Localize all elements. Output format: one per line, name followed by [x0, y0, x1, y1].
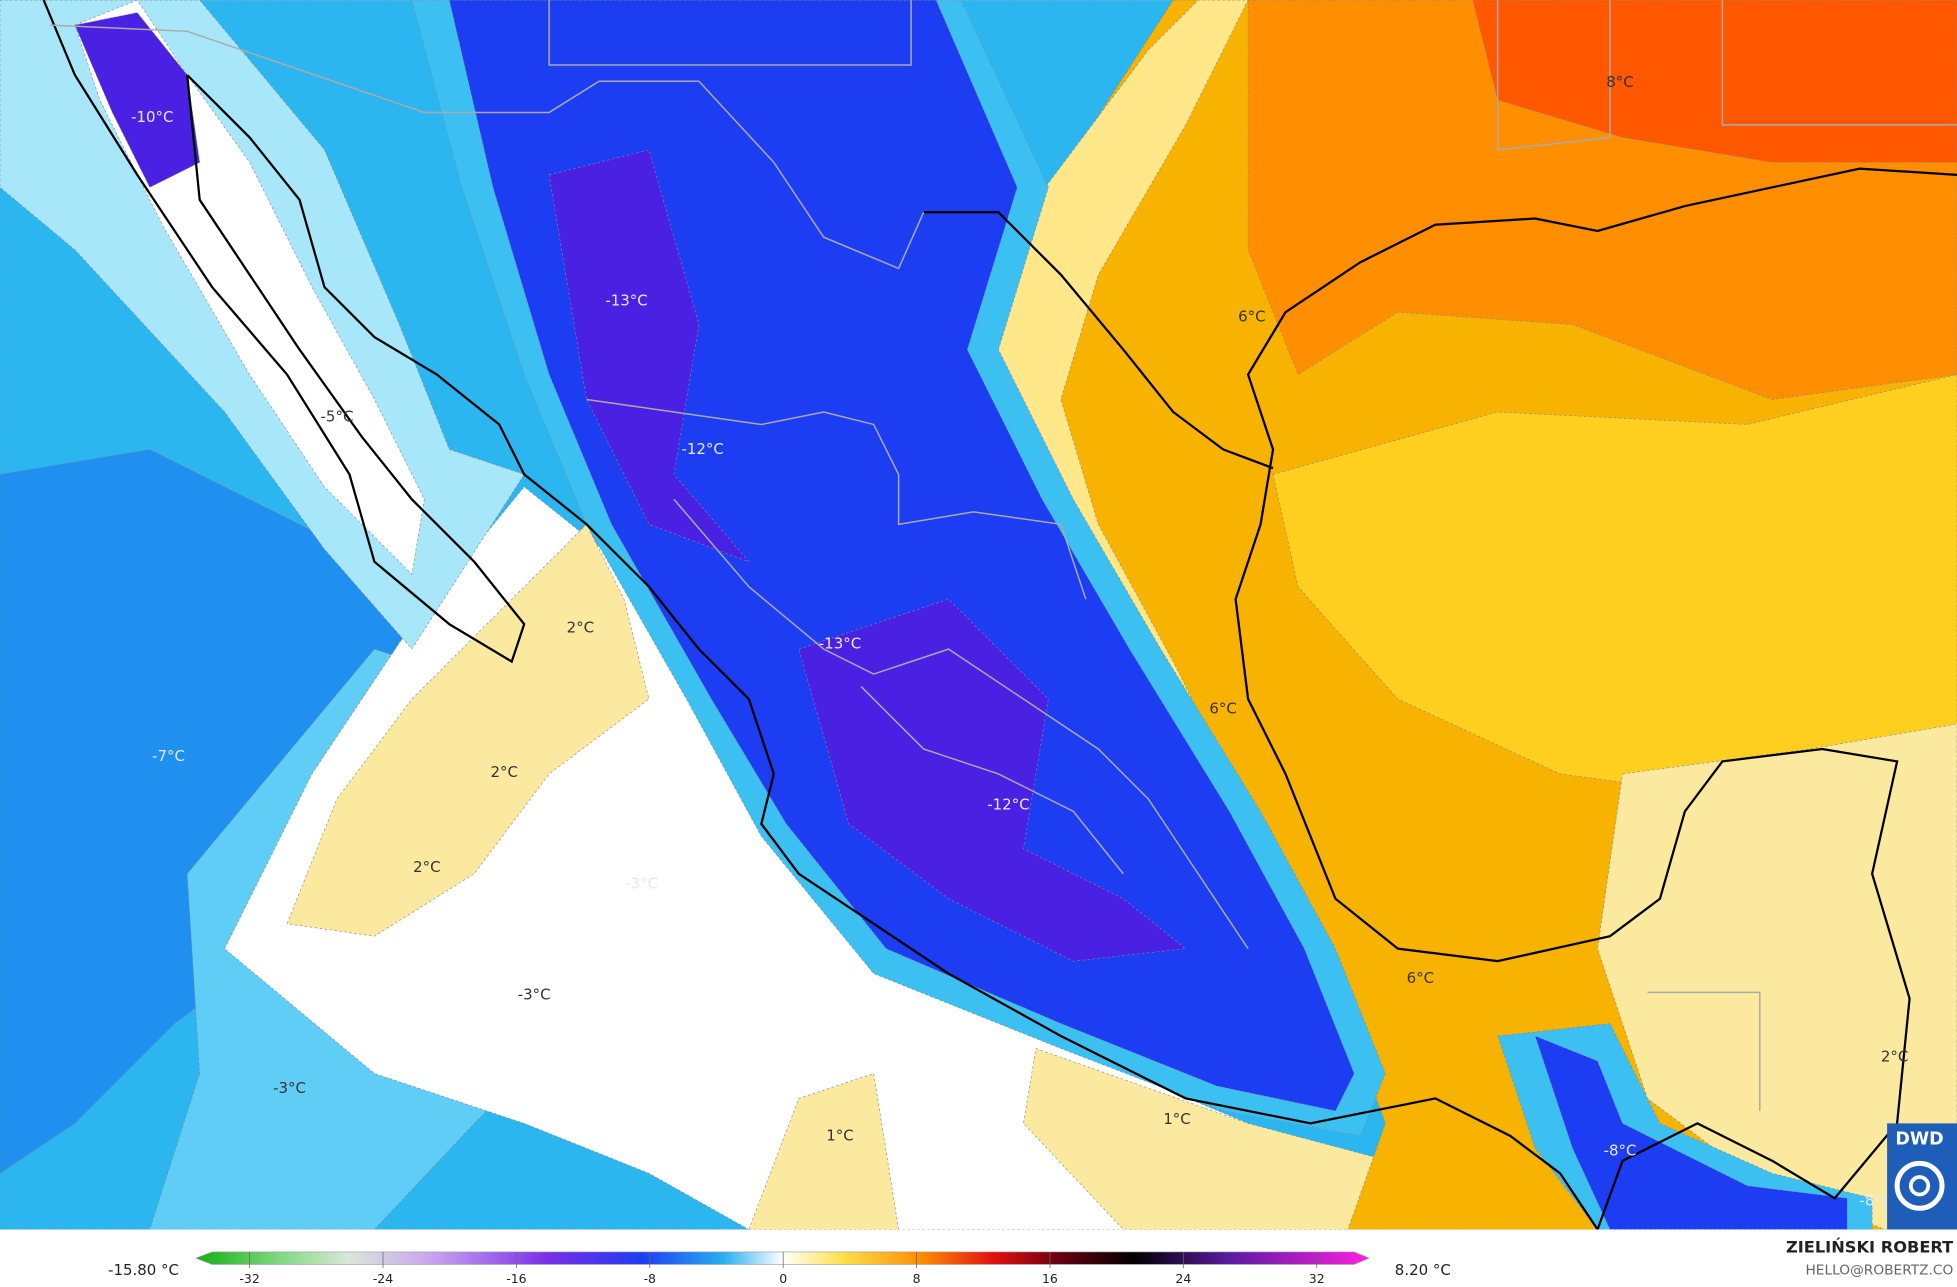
- map-label: 6°C: [1209, 700, 1236, 718]
- colorbar-tick-label: 16: [1042, 1271, 1058, 1286]
- colorbar-tick-label: 0: [779, 1271, 787, 1286]
- colorbar: [195, 1251, 1370, 1265]
- map-label: 6°C: [1238, 308, 1265, 326]
- map-label: -10°C: [131, 108, 173, 126]
- map-label: -8°C: [1604, 1141, 1637, 1159]
- border: [49, 24, 925, 270]
- coastline: [923, 211, 1274, 470]
- map-label: 8°C: [1606, 73, 1633, 91]
- coastline: [186, 74, 1599, 1231]
- map-label: -3°C: [518, 985, 551, 1003]
- field: [1534, 1035, 1848, 1230]
- border: [548, 0, 912, 66]
- map-label: -3°C: [625, 874, 658, 892]
- field: [286, 523, 650, 937]
- logo-text: DWD: [1895, 1130, 1943, 1150]
- map-label: -13°C: [819, 635, 861, 653]
- map-label: 2°C: [490, 763, 517, 781]
- min-label: -15.80 °C: [108, 1261, 179, 1279]
- border: [1496, 0, 1611, 151]
- boundaries: [42, 0, 1957, 1231]
- border: [1647, 991, 1761, 1111]
- coastline: [1234, 167, 1957, 1230]
- map-fields: [0, 0, 1957, 1230]
- colorbar-tick-label: 32: [1309, 1271, 1325, 1286]
- logo-swirl: [1894, 1160, 1945, 1211]
- map-label: -8°C: [1859, 1191, 1892, 1209]
- map-label: 6°C: [1407, 969, 1434, 987]
- border: [860, 686, 1124, 875]
- credit-name: ZIELIŃSKI ROBERT: [1786, 1238, 1953, 1257]
- colorbar-tick-label: 24: [1175, 1271, 1191, 1286]
- border: [673, 498, 1249, 950]
- map-label: -3°C: [273, 1079, 306, 1097]
- colorbar-tick-label: -32: [239, 1271, 259, 1286]
- map-label: -13°C: [605, 291, 647, 309]
- colorbar-ticks: -32 -24 -16 -8 0 8 16 24 32: [239, 1251, 1325, 1286]
- map-label: 1°C: [1163, 1110, 1190, 1128]
- coastline: [42, 0, 526, 664]
- map-label: -7°C: [152, 747, 185, 765]
- map-label: 1°C: [826, 1126, 853, 1144]
- field: [1597, 723, 1957, 1230]
- colorbar-tick-label: -24: [373, 1271, 393, 1286]
- map-label: -12°C: [987, 796, 1029, 814]
- credit-contact: HELLO@ROBERTZ.CO: [1805, 1263, 1953, 1279]
- border: [586, 398, 1087, 600]
- map-label: 2°C: [567, 618, 594, 636]
- field: [74, 12, 201, 188]
- logo-swirl-inner: [1908, 1175, 1931, 1197]
- colorbar-tick-label: -16: [506, 1271, 526, 1286]
- field: [748, 1073, 899, 1230]
- map-label: 2°C: [1881, 1048, 1908, 1066]
- field: [798, 598, 1187, 962]
- max-label: 8.20 °C: [1395, 1261, 1451, 1279]
- field: [548, 149, 750, 563]
- colorbar-tick-label: -8: [644, 1271, 656, 1286]
- map-label: -12°C: [681, 440, 723, 458]
- border: [1721, 0, 1957, 126]
- map-label: 2°C: [413, 858, 440, 876]
- colorbar-tick-label: 8: [913, 1271, 921, 1286]
- map-label: -5°C: [321, 407, 354, 425]
- map-labels: -10°C -13°C -5°C -12°C -13°C 2°C -7°C 2°C -12°C 2…: [131, 73, 1908, 1209]
